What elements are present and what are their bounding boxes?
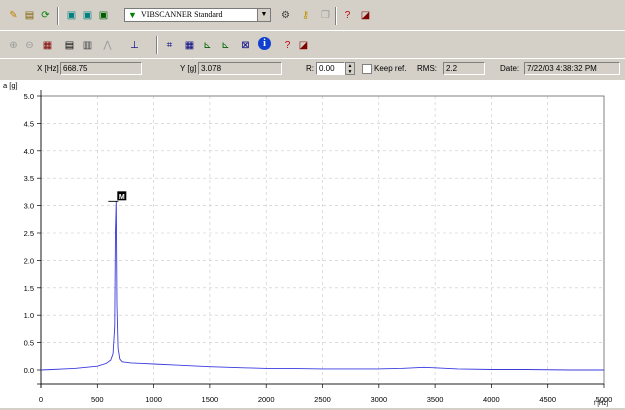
refresh-icon[interactable]: ⟳ (41, 9, 50, 21)
series-line (40, 201, 604, 371)
x-tick-label: 3000 (370, 395, 387, 404)
marker-layer: M (108, 191, 127, 202)
signal-icon[interactable]: ⊠ (241, 39, 250, 51)
x-value-field: 668.75 (60, 62, 142, 75)
x-tick-label: 3500 (427, 395, 444, 404)
y-tick-label: 1.5 (24, 284, 34, 293)
x-axis-label: f [Hz] (594, 401, 608, 407)
spectrum-plot[interactable]: 5.0 4.5 4.0 3.5 3.0 2.5 2.0 1.5 1.0 0.5 0.0 0 500 100… (0, 80, 625, 408)
x-tick-label: 4500 (539, 395, 556, 404)
chart-icon[interactable]: ⊾ (203, 39, 212, 51)
monitor-icon[interactable]: ▣ (66, 9, 77, 21)
y-tick-label: 2.0 (24, 256, 34, 265)
toolbar-separator (57, 7, 59, 25)
keep-ref-checkbox[interactable] (362, 64, 372, 74)
axis-layer: 5.0 4.5 4.0 3.5 3.0 2.5 2.0 1.5 1.0 0.5 0.0 0 500 100… (3, 81, 612, 407)
x-tick-label: 2500 (314, 395, 331, 404)
x-tick-label: 5000 (596, 395, 613, 404)
help-icon[interactable]: ? (344, 9, 351, 21)
date-label: Date: (500, 64, 520, 73)
x-tick-label: 2000 (258, 395, 275, 404)
zoom-out-icon[interactable]: ⊖ (25, 39, 34, 51)
preset-icon: ▼ (128, 10, 137, 20)
copy-icon[interactable]: ❐ (321, 9, 330, 21)
y-tick-label: 3.5 (24, 174, 34, 183)
x-label: X [Hz] (37, 64, 59, 73)
monitor-icon[interactable]: ▣ (98, 9, 109, 21)
rms-label: RMS: (417, 64, 437, 73)
help-icon[interactable]: ? (284, 39, 291, 51)
cursor-icon[interactable]: ✎ (9, 9, 18, 21)
y-tick-label: 2.5 (24, 229, 34, 238)
preset-select[interactable]: ▼ VIBSCANNER Standard ▼ (124, 8, 271, 22)
chart-icon[interactable]: ⊾ (221, 39, 230, 51)
r-spinner[interactable]: ▲ ▼ (345, 62, 355, 75)
marker-box (117, 191, 127, 201)
y-tick-label: 4.0 (24, 147, 34, 156)
monitor-icon[interactable]: ▣ (82, 9, 93, 21)
x-tick-label: 0 (39, 395, 43, 404)
series-layer (40, 201, 604, 371)
y-tick-label: 0.0 (24, 366, 34, 375)
r-label: R: (306, 64, 314, 73)
toolbar-separator (335, 7, 337, 25)
gear-icon[interactable]: ⚙ (281, 9, 290, 21)
y-tick-label: 1.0 (24, 311, 34, 320)
date-value-field: 7/22/03 4:38:32 PM (524, 62, 620, 75)
x-tick-label: 1500 (202, 395, 219, 404)
y-tick-label: 3.0 (24, 202, 34, 211)
table-icon[interactable]: ▤ (64, 39, 75, 51)
r-value-input[interactable]: 0.00 (316, 62, 345, 75)
y-label: Y [g] (180, 64, 197, 73)
info-icon[interactable]: i (258, 37, 271, 50)
rms-value-field: 2.2 (443, 62, 485, 75)
preset-value: VIBSCANNER Standard (141, 10, 223, 19)
x-tick-label: 1000 (145, 395, 162, 404)
cursor-readout-bar: X [Hz] 668.75 Y [g] 3.078 R: 0.00 ▲ ▼ Kee… (0, 58, 625, 80)
key-icon[interactable]: ⚷ (301, 9, 310, 21)
y-tick-label: 5.0 (24, 92, 34, 101)
y-axis-label: a [g] (3, 81, 18, 90)
table-icon[interactable]: ▥ (82, 39, 93, 51)
keep-ref-label: Keep ref. (374, 64, 407, 73)
peak-icon[interactable]: ⋀ (103, 39, 112, 51)
open-folder-icon[interactable]: ▤ (24, 9, 35, 21)
main-toolbar: ✎ ▤ ⟳ ▣ ▣ ▣ ▼ VIBSCANNER Standard ▼ ⚙ ⚷ … (0, 0, 625, 30)
grid-icon[interactable]: ▦ (42, 39, 53, 51)
y-tick-label: 4.5 (24, 119, 34, 128)
x-tick-label: 500 (91, 395, 104, 404)
spectrum-icon[interactable]: ⊥ (130, 39, 139, 51)
chart-toolbar: ⊕ ⊖ ▦ ▤ ▥ ⋀ ⊥ ⌗ ▦ ⊾ ⊾ ⊠ i ? ◪ (0, 30, 625, 85)
chart-icon[interactable]: ⌗ (166, 39, 173, 51)
export-icon[interactable]: ◪ (298, 39, 309, 51)
spectrum-chart: 5.0 4.5 4.0 3.5 3.0 2.5 2.0 1.5 1.0 0.5 0.0 0 500 100… (3, 81, 612, 407)
x-tick-label: 4000 (483, 395, 500, 404)
chevron-down-icon[interactable]: ▼ (257, 9, 270, 21)
y-value-field: 3.078 (198, 62, 282, 75)
grid-layer (41, 96, 604, 384)
toolbar-separator (156, 36, 158, 54)
marker-label: M (119, 194, 125, 201)
y-tick-label: 0.5 (24, 339, 34, 348)
chart-icon[interactable]: ▦ (184, 39, 195, 51)
export-icon[interactable]: ◪ (360, 9, 371, 21)
zoom-in-icon[interactable]: ⊕ (9, 39, 18, 51)
